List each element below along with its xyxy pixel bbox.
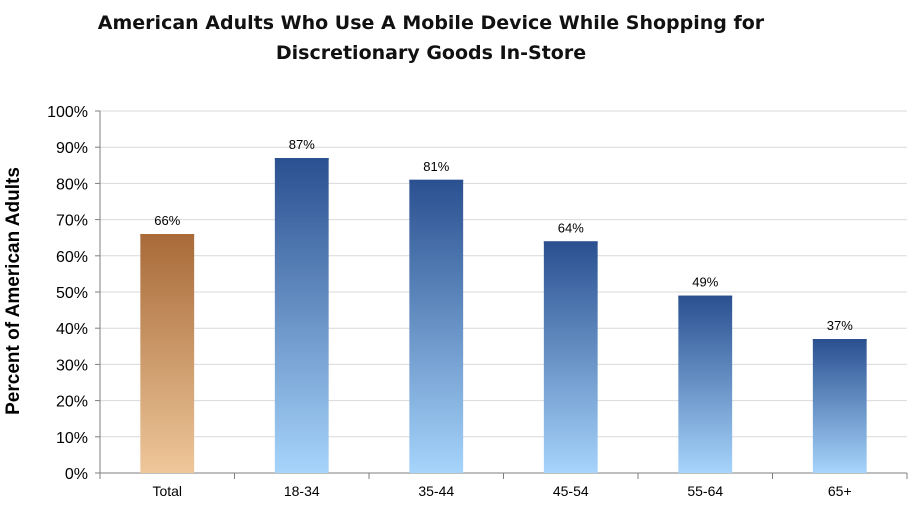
x-tick-label: 55-64 xyxy=(687,483,723,499)
bar-top-edge xyxy=(678,295,733,298)
bar-top-edge xyxy=(140,234,195,237)
y-tick-label: 100% xyxy=(47,104,88,121)
bar-18-34 xyxy=(274,158,329,473)
bar-top-edge xyxy=(543,241,598,244)
bar-top-edge xyxy=(812,339,867,342)
x-tick-label: 65+ xyxy=(828,483,852,499)
data-label-18-34: 87% xyxy=(289,137,315,152)
y-tick-label: 50% xyxy=(56,285,88,302)
data-label-65+: 37% xyxy=(827,318,853,333)
x-tick-label: 45-54 xyxy=(553,483,589,499)
y-tick-label: 60% xyxy=(56,249,88,266)
chart-title: American Adults Who Use A Mobile Device … xyxy=(60,8,802,68)
data-label-55-64: 49% xyxy=(692,275,718,290)
bar-45-54 xyxy=(543,241,598,473)
y-tick-label: 80% xyxy=(56,176,88,193)
y-tick-label: 70% xyxy=(56,213,88,230)
x-tick-label: Total xyxy=(152,483,182,499)
y-tick-label: 10% xyxy=(56,430,88,447)
y-axis-label: Percent of American Adults xyxy=(3,167,24,415)
bar-top-edge xyxy=(274,158,329,161)
gridlines xyxy=(100,110,907,438)
y-tick-label: 20% xyxy=(56,394,88,411)
x-tick-label: 35-44 xyxy=(418,483,454,499)
bar-top-edge xyxy=(409,179,464,182)
bar-55-64 xyxy=(678,295,733,473)
y-tick-label: 0% xyxy=(65,466,88,483)
data-label-35-44: 81% xyxy=(423,159,449,174)
bar-65+ xyxy=(812,339,867,473)
bar-35-44 xyxy=(409,179,464,473)
y-tick-label: 40% xyxy=(56,321,88,338)
chart-title-line-2: Discretionary Goods In-Store xyxy=(275,42,587,64)
labels: 0% 10% 20% 30% 40% 50% 60% 70% 80% 90% 100% 66% Tota… xyxy=(47,104,853,499)
y-tick-label: 90% xyxy=(56,140,88,157)
data-label-Total: 66% xyxy=(154,213,180,228)
data-label-45-54: 64% xyxy=(558,220,584,235)
y-tick-label: 30% xyxy=(56,357,88,374)
axes xyxy=(95,110,908,479)
x-tick-label: 18-34 xyxy=(284,483,320,499)
chart-title-line-1: American Adults Who Use A Mobile Device … xyxy=(97,12,765,34)
bars xyxy=(140,158,867,473)
bar-Total xyxy=(140,234,195,473)
